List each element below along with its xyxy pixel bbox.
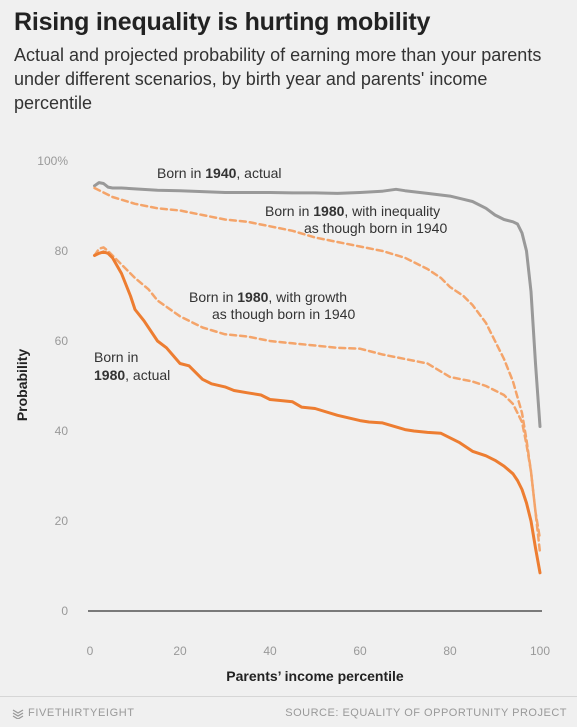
x-tick-label: 20 [173,644,187,658]
series-label-part: , actual [236,165,281,181]
x-tick-label: 0 [87,644,94,658]
series-label-part: Born in [189,289,237,305]
series-label-part: , actual [125,367,170,383]
x-axis-title: Parents’ income percentile [226,668,404,684]
brand-logo: FIVETHIRTYEIGHT [12,707,135,719]
series-label-part: Born in [94,349,138,365]
brand-name: FIVETHIRTYEIGHT [28,707,135,719]
axes: 0 20 40 60 80 100% 0 20 40 60 80 100 [37,154,550,658]
series-label-part: Born in [265,203,313,219]
series-line-born1940actual [93,181,542,428]
y-tick-label: 0 [61,604,68,618]
chart-title: Rising inequality is hurting mobility [14,8,431,36]
series-label-part: as though born in 1940 [212,306,355,322]
x-tick-label: 100 [530,644,550,658]
source-credit: SOURCE: EQUALITY OF OPPORTUNITY PROJECT [285,707,567,719]
series-line-born1980growth [93,246,542,554]
series-lines [93,181,542,575]
series-label-part: 1980 [94,367,125,383]
chart-subtitle: Actual and projected probability of earn… [14,45,542,113]
series-label-born1980actual: Born in 1980, actual [94,349,170,383]
fivethirtyeight-logo-icon [12,709,24,719]
x-tick-label: 60 [353,644,367,658]
y-tick-label: 80 [55,244,69,258]
series-label-part: 1980 [313,203,344,219]
series-label-part: Born in [157,165,205,181]
series-label-born1940actual: Born in 1940, actual [157,165,282,181]
series-label-part: 1980 [237,289,268,305]
series-label-born1980growth: Born in 1980, with growth as though born … [189,289,355,322]
series-label-part: , with inequality [344,203,440,219]
x-tick-label: 40 [263,644,277,658]
series-label-part: as though born in 1940 [304,220,447,236]
series-line-born1980actual [93,250,542,575]
series-label-part: , with growth [268,289,347,305]
footer-divider [0,696,577,697]
series-label-born1980inequality: Born in 1980, with inequality as though b… [265,203,447,236]
y-axis-title: Probability [14,349,30,422]
y-tick-label: 100% [37,154,68,168]
y-tick-label: 40 [55,424,69,438]
x-tick-label: 80 [443,644,457,658]
series-label-part: 1940 [205,165,236,181]
series-line-born1980inequality [93,186,542,541]
y-tick-label: 20 [55,514,69,528]
y-tick-label: 60 [55,334,69,348]
